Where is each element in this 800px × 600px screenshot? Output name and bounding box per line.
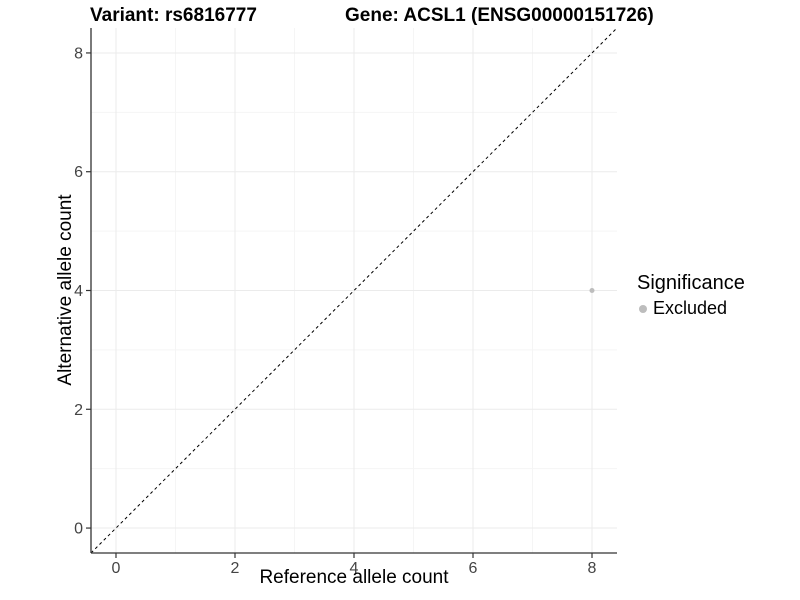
y-tick-label: 4 [74,283,83,300]
data-point-excluded [589,288,595,293]
x-tick-label: 8 [588,560,597,577]
legend-item-excluded: Excluded [637,298,745,319]
legend-key [634,304,651,313]
y-tick-label: 0 [74,521,83,538]
y-tick-label: 6 [74,164,83,181]
legend-item-label: Excluded [653,298,728,318]
y-axis-title: Alternative allele count [55,194,76,386]
legend: Significance Excluded [637,272,745,319]
variant-title: Variant: rs6816777 [90,5,257,26]
legend-title: Significance [637,272,745,294]
excluded-dot-icon [638,304,647,313]
gene-title: Gene: ACSL1 (ENSG00000151726) [345,5,654,26]
x-axis-title: Reference allele count [259,567,449,588]
x-tick-label: 0 [112,560,121,577]
x-tick-label: 2 [231,560,240,577]
y-tick-label: 2 [74,402,83,419]
x-tick-label: 4 [350,560,359,577]
x-tick-label: 6 [469,560,478,577]
y-tick-label: 8 [74,45,83,62]
identity-reference-line [90,27,618,554]
